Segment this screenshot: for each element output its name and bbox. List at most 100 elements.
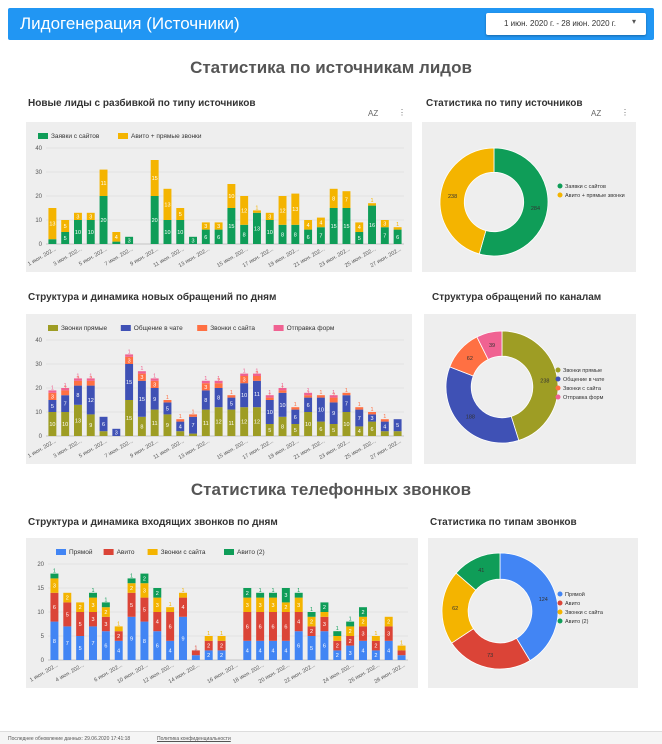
- bar-segment: [125, 356, 134, 364]
- bar-segment: [61, 232, 70, 244]
- more-menu-icon[interactable]: ⋮: [621, 108, 629, 117]
- legend-label: Звонки с сайта: [565, 609, 604, 616]
- data-label: 1: [297, 588, 300, 594]
- slice-label: 238: [448, 194, 457, 200]
- data-label: 6: [319, 427, 322, 433]
- bar-segment: [61, 390, 70, 396]
- privacy-policy-link[interactable]: Политика конфиденциальности: [157, 736, 231, 742]
- bar-segment: [304, 412, 313, 436]
- bar-segment: [86, 378, 95, 381]
- bar-segment: [137, 380, 146, 417]
- data-label: 15: [331, 224, 337, 230]
- bar-segment: [243, 640, 252, 660]
- bar-segment: [291, 424, 300, 436]
- bar-segment: [342, 392, 351, 396]
- data-label: 10: [305, 422, 311, 428]
- data-label: 7: [91, 641, 94, 647]
- bar-segment: [265, 212, 274, 220]
- data-label: 9: [181, 636, 184, 642]
- data-label: 12: [216, 420, 222, 426]
- bar-segment: [316, 217, 325, 228]
- legend-swatch: [147, 549, 158, 555]
- bar-segment: [304, 392, 313, 396]
- chart-title-requests-daily: Структура и динамика новых обращений по …: [28, 292, 277, 303]
- data-label: 5: [294, 428, 297, 434]
- data-label: 5: [79, 646, 82, 652]
- bar-segment: [342, 208, 351, 244]
- data-label: 5: [179, 212, 182, 218]
- bar-segment: [342, 412, 351, 436]
- legend-swatch: [557, 609, 563, 615]
- bar-segment: [137, 416, 146, 436]
- bar-segment: [76, 636, 85, 660]
- data-label: 4: [358, 429, 361, 435]
- bar-segment: [316, 397, 325, 422]
- bar-segment: [74, 212, 82, 220]
- legend-label: Звонки с сайта: [563, 385, 602, 392]
- bar-segment: [86, 380, 95, 386]
- bar-segment: [304, 395, 313, 398]
- data-label: 8: [76, 393, 79, 399]
- y-tick-label: 0: [39, 242, 43, 248]
- data-label: 6: [371, 427, 374, 433]
- bar-segment: [265, 220, 274, 244]
- chart-title-new-leads: Новые лиды с разбивкой по типу источнико…: [28, 98, 256, 109]
- legend-swatch: [273, 325, 284, 331]
- bar-segment: [269, 612, 277, 641]
- data-label: 3: [349, 651, 352, 657]
- more-menu-icon[interactable]: ⋮: [398, 108, 406, 117]
- legend-label: Заявки с сайтов: [51, 132, 100, 140]
- data-label: 12: [279, 208, 285, 214]
- bar-segment: [214, 380, 223, 384]
- legend-swatch: [555, 367, 561, 373]
- data-label: 6: [246, 624, 249, 630]
- data-label: 10: [267, 230, 273, 236]
- data-label: 1: [117, 621, 120, 627]
- bar-segment: [368, 414, 376, 422]
- data-label: 3: [53, 584, 56, 590]
- bar-segment: [63, 602, 72, 627]
- bar-segment: [48, 412, 57, 436]
- bar-segment: [342, 395, 351, 412]
- data-label: 15: [126, 380, 132, 386]
- legend-label: Авито (2): [565, 619, 589, 625]
- bar-segment: [189, 236, 197, 244]
- sort-icon[interactable]: AZ: [368, 109, 379, 118]
- bar-segment: [127, 592, 136, 617]
- data-label: 5: [143, 608, 146, 614]
- bar-segment: [393, 431, 402, 436]
- legend-label: Звонки прямые: [61, 325, 108, 332]
- sort-icon[interactable]: AZ: [591, 109, 602, 118]
- data-label: 1: [310, 607, 313, 613]
- bar-segment: [74, 404, 82, 436]
- bar-segment: [201, 380, 210, 384]
- date-range-picker[interactable]: 1 июн. 2020 г. - 28 июн. 2020 г. ▾: [486, 13, 646, 35]
- data-label: 3: [91, 617, 94, 623]
- bar-segment: [63, 626, 72, 660]
- bar-segment: [214, 383, 223, 388]
- legend-label: Общение в чате: [563, 377, 604, 383]
- data-label: 3: [156, 603, 159, 609]
- bar-segment: [329, 395, 338, 398]
- legend-swatch: [56, 549, 66, 555]
- slice-label: 41: [478, 568, 484, 574]
- data-label: 8: [140, 424, 143, 430]
- data-label: 3: [153, 382, 156, 388]
- bar-segment: [371, 640, 380, 651]
- bar-segment: [278, 416, 287, 436]
- data-label: 2: [156, 591, 159, 597]
- data-label: 7: [66, 641, 69, 647]
- y-tick-label: 10: [35, 218, 42, 224]
- bar-segment: [50, 578, 59, 593]
- data-label: 8: [281, 424, 284, 430]
- data-label: 8: [281, 232, 284, 238]
- bar-segment: [48, 208, 57, 240]
- chart-new-leads: Заявки с сайтов Авито + прямые звонки 0 10 2…: [27, 132, 404, 269]
- legend-label: Общение в чате: [134, 324, 183, 332]
- bar-segment: [101, 602, 110, 608]
- bar-segment: [265, 424, 274, 436]
- data-label: 10: [164, 230, 170, 236]
- bar-segment: [153, 612, 162, 632]
- bar-segment: [204, 650, 213, 660]
